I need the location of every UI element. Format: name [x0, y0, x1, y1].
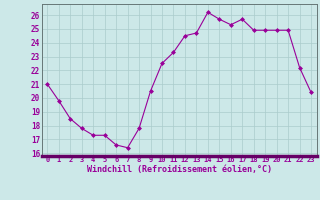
- X-axis label: Windchill (Refroidissement éolien,°C): Windchill (Refroidissement éolien,°C): [87, 165, 272, 174]
